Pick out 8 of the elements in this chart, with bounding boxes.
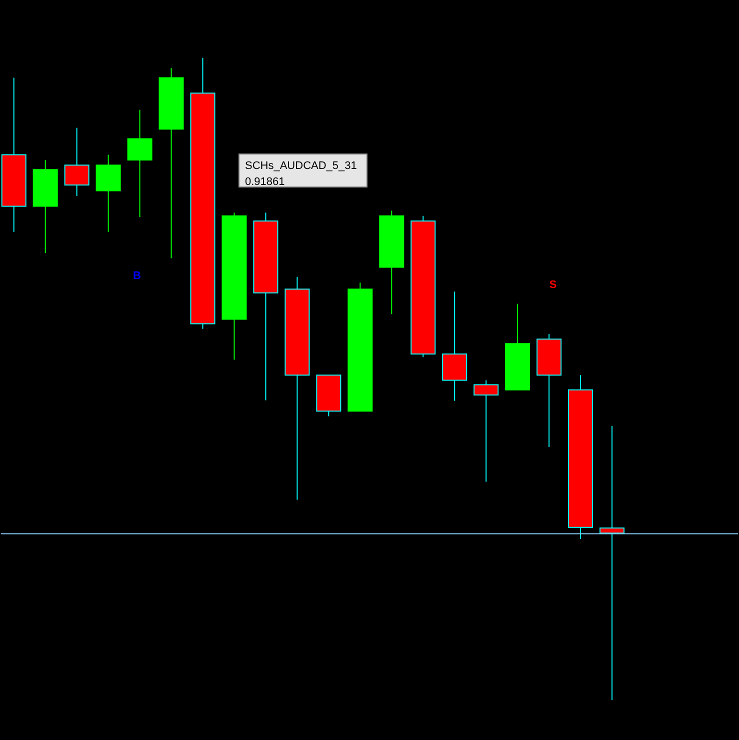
annotation: B — [133, 270, 142, 282]
candlestick — [64, 127, 90, 196]
candlestick — [474, 380, 499, 482]
annotation: S — [549, 279, 557, 291]
annotation: SCHs_AUDCAD_5_31 — [245, 160, 357, 172]
candlestick — [599, 425, 624, 701]
annotation: 0.91861 — [245, 176, 285, 188]
candlestick — [127, 109, 152, 218]
